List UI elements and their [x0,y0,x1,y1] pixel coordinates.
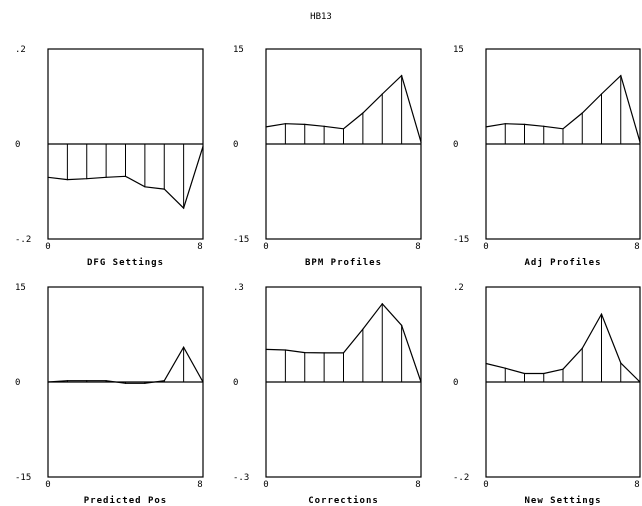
y-tick-label: 0 [233,140,238,150]
data-point [86,178,88,180]
data-point [66,179,68,181]
data-point [381,93,383,95]
data-point [105,176,107,178]
y-tick-label: -15 [233,235,249,245]
x-tick-label: 8 [415,242,420,252]
y-tick-label: .2 [15,45,26,55]
data-point [124,175,127,177]
data-point [581,347,583,349]
y-tick-label: 0 [233,378,238,388]
data-point [202,145,204,147]
data-point [362,112,364,114]
data-point [620,362,622,364]
data-point [144,186,146,188]
y-tick-label: 0 [453,140,458,150]
chart-panel-3: 15 0 -15 0 8 Adj Profiles [453,45,641,268]
y-tick-label: 15 [453,45,464,55]
y-tick-label: 15 [15,283,26,293]
data-point [86,380,88,382]
data-point [144,382,146,384]
data-point [284,349,286,351]
chart-panel-5: .3 0 -.3 0 8 Corrections [233,283,422,506]
y-tick-label: -.2 [453,473,469,483]
y-tick-label: 0 [15,378,20,388]
data-point [265,348,267,350]
data-point [323,125,325,127]
series-line [47,345,204,384]
data-point [581,112,583,114]
data-point [47,176,49,178]
x-axis-label: Adj Profiles [524,257,601,268]
data-point [124,382,127,384]
data-point [163,380,165,382]
x-tick-label: 8 [415,480,420,490]
data-point [47,381,49,383]
x-tick-label: 0 [263,242,268,252]
y-tick-label: -.3 [233,473,249,483]
data-point [420,141,422,143]
x-tick-label: 0 [483,480,488,490]
chart-panel-1: .2 0 -.2 0 8 DFG Settings [15,45,204,268]
x-tick-label: 8 [197,480,202,490]
data-point [600,313,603,315]
x-axis-label: Predicted Pos [84,495,167,506]
data-point [485,362,487,365]
data-point [381,303,383,305]
x-tick-label: 0 [45,480,50,490]
data-point [66,380,68,382]
data-point [639,141,641,143]
data-point [284,123,286,125]
x-tick-label: 8 [197,242,202,252]
x-axis-label: BPM Profiles [305,257,382,268]
data-point [543,372,545,375]
data-point [265,126,267,128]
y-tick-label: -15 [453,235,469,245]
x-axis-label: Corrections [308,495,379,506]
data-point [304,123,306,125]
data-point [105,380,107,382]
chart-panel-4: 15 0 -15 0 8 Predicted Pos [15,283,204,506]
data-point [523,123,526,125]
data-point [323,352,325,354]
figure-title: HB13 [310,12,332,22]
data-point [504,123,506,125]
chart-panel-6: .2 0 -.2 0 8 New Settings [453,283,641,506]
y-tick-label: 15 [233,45,244,55]
data-point [639,381,641,383]
data-point [183,207,185,209]
x-tick-label: 0 [45,242,50,252]
data-point [485,126,487,128]
data-point [562,368,564,370]
x-tick-label: 8 [634,242,639,252]
data-point [562,128,564,130]
x-axis-label: DFG Settings [87,257,164,268]
data-point [401,324,403,326]
data-point [523,372,526,375]
data-point [420,381,422,383]
data-point [304,351,306,354]
data-point [183,346,185,348]
y-tick-label: 0 [15,140,20,150]
data-point [342,128,345,130]
x-tick-label: 0 [483,242,488,252]
data-point [362,328,364,330]
data-point [543,125,545,127]
y-tick-label: .2 [453,283,464,293]
x-tick-label: 0 [263,480,268,490]
data-point [620,75,622,77]
data-point [504,367,506,369]
chart-panel-2: 15 0 -15 0 8 BPM Profiles [233,45,422,268]
y-tick-label: .3 [233,283,244,293]
data-point [600,93,603,95]
data-point [342,352,345,354]
x-tick-label: 8 [634,480,639,490]
x-axis-label: New Settings [524,495,601,506]
y-tick-label: -15 [15,473,31,483]
y-tick-label: 0 [453,378,458,388]
data-point [163,188,165,190]
data-point [401,75,403,77]
y-tick-label: -.2 [15,235,31,245]
data-point [202,381,204,383]
